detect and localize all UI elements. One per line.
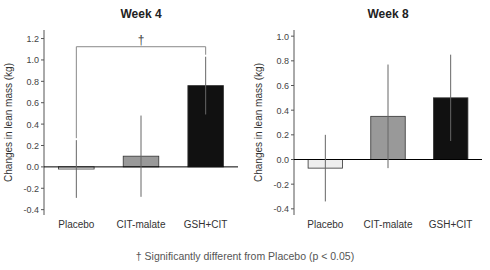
- error-bar: [205, 57, 206, 115]
- y-tick-label: 1.2: [26, 34, 39, 44]
- annotation: †: [138, 33, 145, 47]
- significance-bracket: †: [76, 33, 205, 138]
- y-tick-label: 0.2: [276, 130, 289, 140]
- y-axis-label: Changes in lean mass (kg): [253, 63, 264, 182]
- y-tick-label: 0.4: [26, 120, 39, 130]
- marks: [294, 55, 482, 202]
- y-tick-label: 1.0: [276, 32, 289, 42]
- error-bar: [325, 135, 326, 202]
- y-tick-label: 0.2: [26, 141, 39, 151]
- figure: Week 4 Changes in lean mass (kg) -0.4 -0.2 0…: [0, 0, 490, 270]
- error-bar: [388, 65, 389, 169]
- y-tick-label: -0.4: [273, 204, 289, 214]
- bracket-line: [76, 47, 205, 138]
- y-tick-label: 0.6: [26, 98, 39, 108]
- y-axis-label: Changes in lean mass (kg): [3, 63, 14, 182]
- y-tick-label: 1.0: [26, 55, 39, 65]
- panel: Week 8 Changes in lean mass (kg) -0.4 -0.2 0…: [253, 7, 482, 230]
- x-tick-label: Placebo: [58, 219, 95, 230]
- y-tick-label: 0.0: [276, 155, 289, 165]
- y-tick-label: -0.4: [23, 205, 39, 215]
- footnote: † Significantly different from Placebo (…: [136, 250, 354, 262]
- marks: [44, 57, 238, 198]
- title: Week 4: [120, 7, 161, 21]
- x-tick-label: CIT-malate: [117, 219, 166, 230]
- y-tick-label: 0.4: [276, 106, 289, 116]
- y-tick-label: 0.8: [26, 77, 39, 87]
- y-tick-label: 0.6: [276, 81, 289, 91]
- error-bar: [450, 55, 451, 141]
- y-tick-label: -0.2: [273, 180, 289, 190]
- error-bar: [76, 140, 77, 198]
- x-tick-label: GSH+CIT: [429, 219, 473, 230]
- y-tick-label: 0.8: [276, 56, 289, 66]
- y-axis: [44, 30, 45, 215]
- y-axis: [294, 30, 295, 215]
- y-tick-label: 0.0: [26, 162, 39, 172]
- title: Week 8: [367, 7, 408, 21]
- x-tick-label: Placebo: [307, 219, 344, 230]
- x-tick-label: GSH+CIT: [184, 219, 228, 230]
- panel: Week 4 Changes in lean mass (kg) -0.4 -0.2 0…: [3, 7, 238, 230]
- error-bar: [141, 116, 142, 197]
- y-tick-label: -0.2: [23, 184, 39, 194]
- x-tick-label: CIT-malate: [364, 219, 413, 230]
